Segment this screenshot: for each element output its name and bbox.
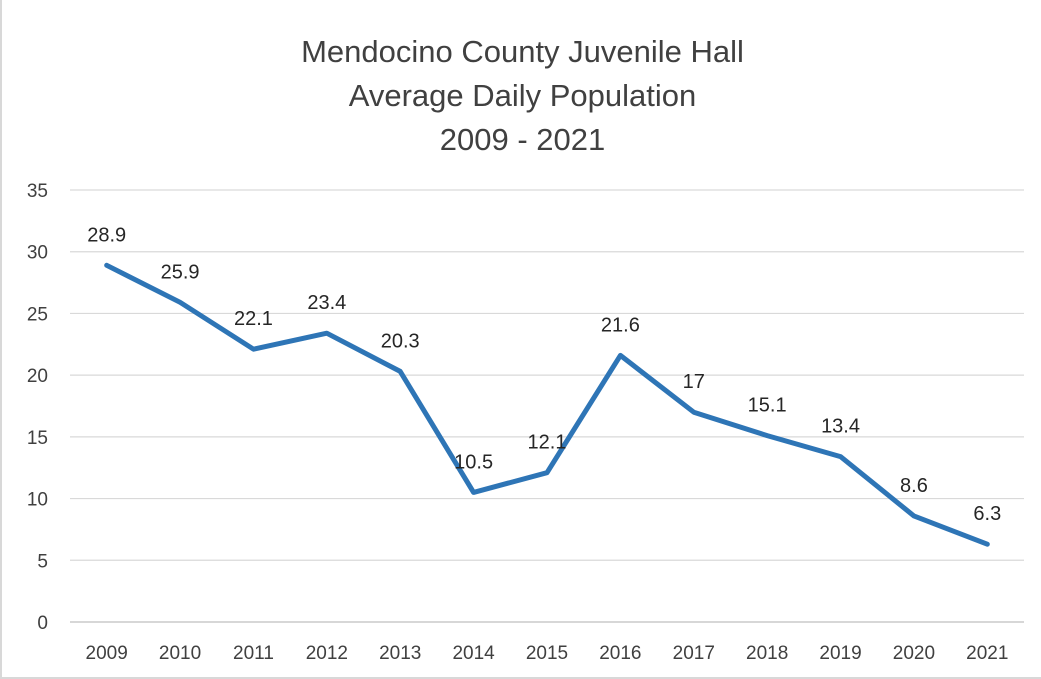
data-label: 10.5 [454, 451, 493, 473]
gridlines [70, 189, 1024, 623]
x-tick-label: 2019 [819, 643, 861, 664]
y-tick-label: 25 [27, 304, 48, 325]
x-tick-label: 2016 [599, 643, 641, 664]
x-tick-label: 2015 [526, 643, 568, 664]
chart-title-line-1: Mendocino County Juvenile Hall [301, 34, 744, 69]
x-tick-label: 2020 [893, 643, 935, 664]
x-tick-label: 2018 [746, 643, 788, 664]
y-tick-label: 35 [27, 181, 48, 202]
series-line-group [104, 262, 990, 547]
data-label: 15.1 [748, 395, 787, 417]
data-label: 8.6 [900, 475, 928, 497]
chart-title: Mendocino County Juvenile Hall Average D… [2, 30, 1041, 162]
data-label: 17 [683, 371, 705, 393]
chart-title-line-2: Average Daily Population [348, 78, 697, 113]
data-label: 28.9 [87, 224, 126, 246]
x-tick-label: 2013 [379, 643, 421, 664]
y-tick-label: 0 [37, 613, 48, 634]
y-tick-label: 30 [27, 243, 48, 264]
data-label: 13.4 [821, 416, 860, 438]
data-label: 25.9 [161, 261, 200, 283]
y-tick-label: 10 [27, 490, 48, 511]
data-label: 22.1 [234, 308, 273, 330]
y-tick-label: 20 [27, 366, 48, 387]
x-tick-label: 2021 [966, 643, 1008, 664]
x-tick-label: 2011 [233, 643, 274, 664]
x-tick-label: 2017 [673, 643, 715, 664]
x-tick-label: 2009 [86, 643, 128, 664]
data-label: 6.3 [973, 503, 1001, 525]
x-tick-label: 2010 [159, 643, 201, 664]
data-label: 21.6 [601, 314, 640, 336]
data-label: 12.1 [528, 432, 567, 454]
chart-title-line-3: 2009 - 2021 [439, 122, 606, 157]
y-tick-label: 15 [27, 428, 48, 449]
data-label: 20.3 [381, 330, 420, 352]
x-tick-label: 2014 [452, 643, 495, 664]
y-axis: 0 5 10 15 20 25 30 35 [27, 181, 48, 634]
x-axis: 2009 2010 2011 2012 2013 2014 2015 2016 2017 2018… [86, 643, 1009, 664]
data-labels: 28.9 25.9 22.1 23.4 20.3 10.5 12.1 21.6 17 15.1 13… [87, 224, 1001, 525]
data-label: 23.4 [307, 292, 346, 314]
x-tick-label: 2012 [306, 643, 348, 664]
y-tick-label: 5 [37, 551, 48, 572]
series-line [104, 262, 990, 547]
